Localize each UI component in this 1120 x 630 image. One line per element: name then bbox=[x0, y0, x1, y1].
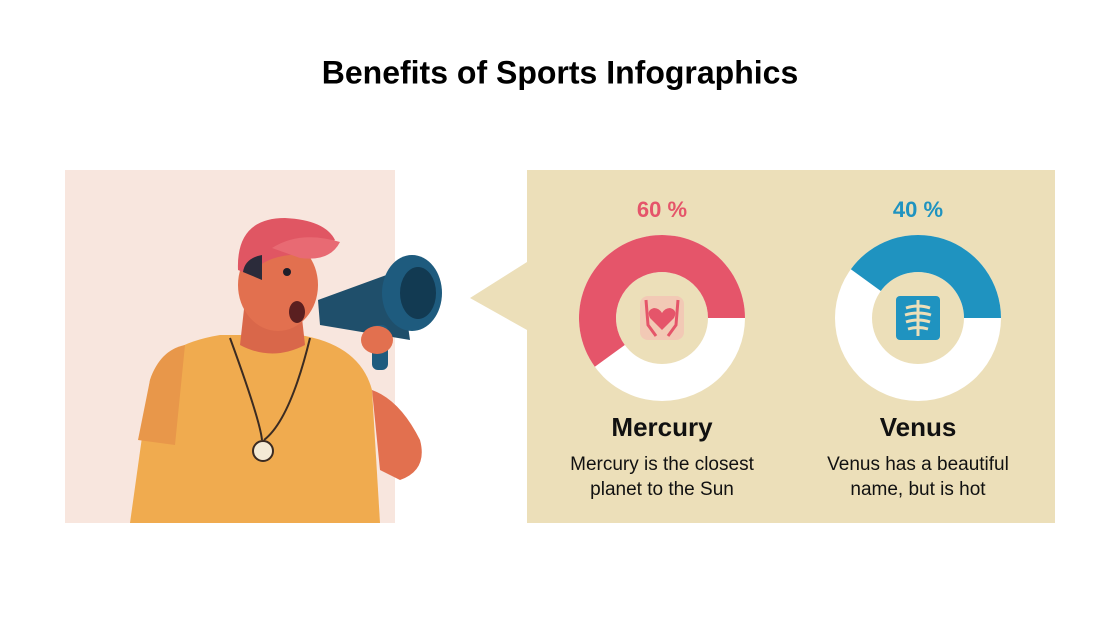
description: Mercury is the closest planet to the Sun bbox=[570, 454, 754, 500]
donut-title: Mercury bbox=[611, 412, 713, 442]
donut-segment bbox=[850, 234, 1001, 318]
percent-label: 40 % bbox=[893, 197, 943, 222]
percent-label: 60 % bbox=[637, 197, 687, 222]
slide-title: Benefits of Sports Infographics bbox=[322, 54, 798, 90]
hands-heart-icon bbox=[640, 296, 684, 340]
donut-segment bbox=[579, 235, 745, 367]
xray-icon bbox=[896, 296, 940, 340]
donut-title: Venus bbox=[880, 412, 957, 442]
coach-illustration bbox=[130, 218, 442, 523]
description: Venus has a beautiful name, but is hot bbox=[827, 454, 1009, 500]
